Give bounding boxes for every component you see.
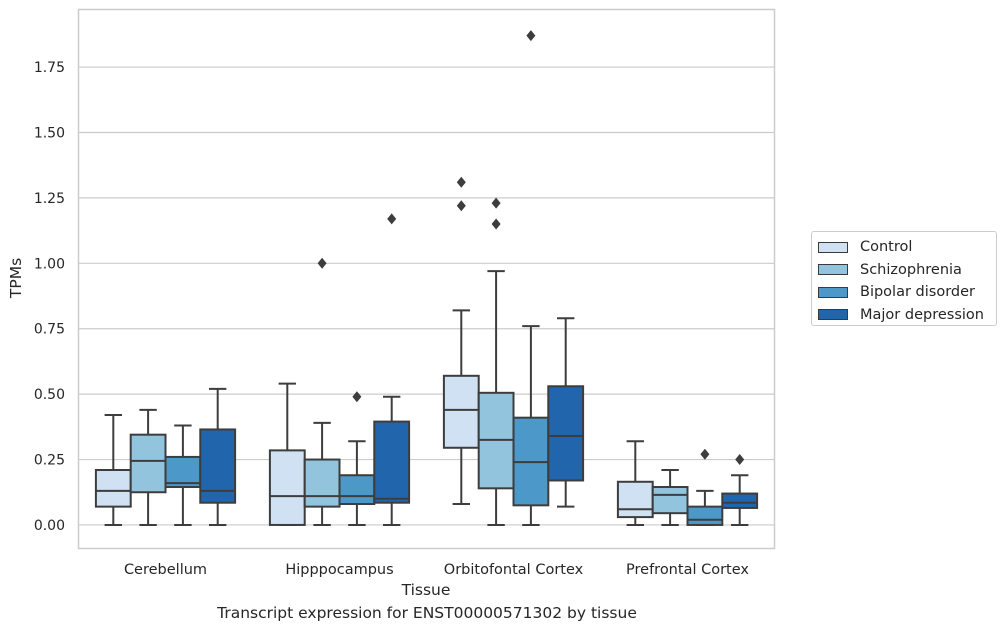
legend-item-major-depression: Major depression xyxy=(818,304,996,327)
y-tick-label: 1.75 xyxy=(34,60,65,76)
legend-item-schizophrenia: Schizophrenia xyxy=(818,259,996,282)
plot-frame xyxy=(77,8,776,550)
iqr-box xyxy=(547,385,585,482)
box-schizophrenia xyxy=(303,257,341,526)
legend-label: Control xyxy=(860,239,913,256)
outlier-point xyxy=(352,391,362,403)
y-tick-label: 0.50 xyxy=(34,387,65,403)
iqr-box xyxy=(651,486,689,515)
legend-label: Bipolar disorder xyxy=(860,284,975,301)
iqr-box xyxy=(94,469,132,508)
y-tick-label: 1.00 xyxy=(34,256,65,272)
box-bipolar-disorder xyxy=(164,424,202,526)
outlier-point xyxy=(491,218,501,230)
y-tick-label: 1.50 xyxy=(34,125,65,141)
iqr-box xyxy=(164,455,202,489)
x-tick-label: Orbitofontal Cortex xyxy=(444,562,584,578)
outlier-point xyxy=(456,200,466,212)
iqr-box xyxy=(338,474,376,506)
iqr-box xyxy=(373,420,411,504)
box-bipolar-disorder xyxy=(338,391,376,526)
legend-label: Schizophrenia xyxy=(860,261,962,278)
figure-caption: Transcript expression for ENST0000057130… xyxy=(217,604,637,622)
iqr-box xyxy=(129,433,167,494)
y-tick-label: 1.25 xyxy=(34,191,65,207)
legend-swatch xyxy=(818,286,848,298)
box-major-depression xyxy=(199,387,237,526)
box-schizophrenia xyxy=(651,469,689,526)
box-control xyxy=(442,176,480,506)
legend-label: Major depression xyxy=(860,306,984,323)
x-axis-label: Tissue xyxy=(401,581,451,599)
y-tick-label: 0.75 xyxy=(34,322,65,338)
legend-swatch xyxy=(818,264,848,276)
y-tick-labels: 0.00 0.25 0.50 0.75 1.00 1.25 1.50 1.75 xyxy=(34,60,65,534)
legend-swatch xyxy=(818,309,848,321)
outlier-point xyxy=(491,197,501,209)
box-groups xyxy=(94,30,759,526)
iqr-box xyxy=(268,449,306,526)
iqr-box xyxy=(442,374,480,449)
legend-item-bipolar-disorder: Bipolar disorder xyxy=(818,281,996,304)
outlier-point xyxy=(387,213,397,225)
outlier-point xyxy=(700,448,710,460)
box-major-depression xyxy=(547,317,585,508)
box-schizophrenia xyxy=(477,197,515,526)
box-control xyxy=(268,382,306,526)
outlier-point xyxy=(456,176,466,188)
outlier-point xyxy=(526,30,536,42)
box-control xyxy=(94,414,132,526)
legend-item-control: Control xyxy=(818,236,996,259)
x-tick-label: Cerebellum xyxy=(124,562,207,578)
x-tick-labels: Cerebellum Hipppocampus Orbitofontal Corte… xyxy=(124,562,749,578)
box-major-depression xyxy=(373,213,411,526)
iqr-box xyxy=(616,480,654,519)
y-tick-label: 0.00 xyxy=(34,518,65,534)
outlier-point xyxy=(317,257,327,269)
box-schizophrenia xyxy=(129,408,167,526)
y-axis-label: TPMs xyxy=(7,258,25,299)
y-tick-label: 0.25 xyxy=(34,453,65,469)
box-bipolar-disorder xyxy=(686,448,724,526)
legend: Control Schizophrenia Bipolar disorder M… xyxy=(811,231,997,326)
x-tick-label: Prefrontal Cortex xyxy=(626,562,749,578)
box-bipolar-disorder xyxy=(512,30,550,526)
box-control xyxy=(616,440,654,526)
x-tick-label: Hipppocampus xyxy=(285,562,393,578)
legend-swatch xyxy=(818,241,848,253)
box-major-depression xyxy=(721,454,759,526)
outlier-point xyxy=(735,454,745,466)
iqr-box xyxy=(303,458,341,508)
iqr-box xyxy=(686,505,724,526)
iqr-box xyxy=(721,492,759,509)
